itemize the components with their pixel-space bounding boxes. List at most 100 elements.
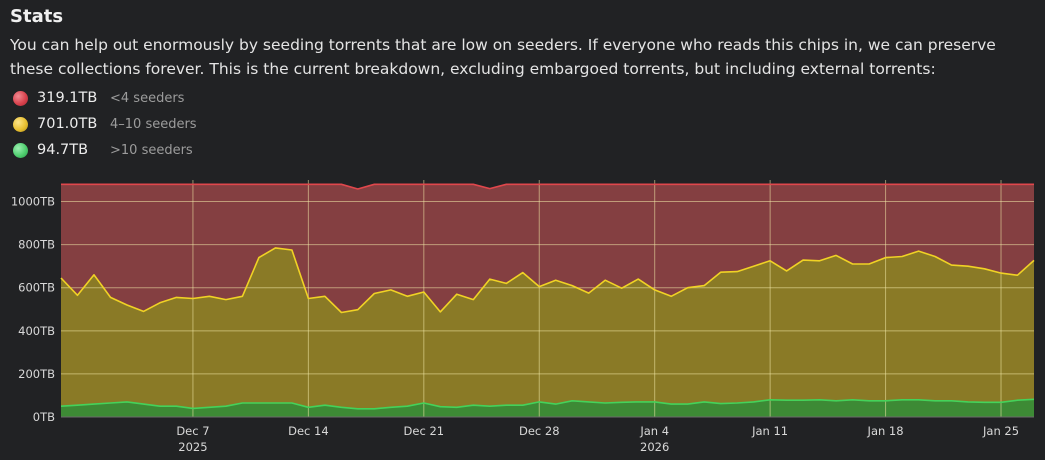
point-4-10-seeders	[373, 292, 376, 295]
point-4-10-seeders	[653, 288, 656, 291]
point-4-10-seeders	[241, 295, 244, 298]
y-tick-label: 800TB	[18, 238, 55, 252]
point--4-seeders	[752, 183, 755, 186]
point--4-seeders	[307, 183, 310, 186]
x-tick-label: Jan 25	[982, 424, 1019, 438]
point--10-seeders	[818, 398, 821, 401]
point--4-seeders	[60, 183, 63, 186]
point--4-seeders	[1000, 183, 1003, 186]
point--10-seeders	[736, 402, 739, 405]
point--10-seeders	[571, 399, 574, 402]
point--10-seeders	[340, 406, 343, 409]
point--10-seeders	[934, 399, 937, 402]
point-4-10-seeders	[340, 311, 343, 314]
point--4-seeders	[835, 183, 838, 186]
point--10-seeders	[422, 402, 425, 405]
point--4-seeders	[917, 183, 920, 186]
point--4-seeders	[323, 183, 326, 186]
x-tick-label: Dec 7	[176, 424, 209, 438]
point-4-10-seeders	[422, 291, 425, 294]
point--4-seeders	[488, 187, 491, 190]
point--4-seeders	[983, 183, 986, 186]
point--4-seeders	[505, 183, 508, 186]
point--4-seeders	[472, 183, 475, 186]
point--4-seeders	[373, 183, 376, 186]
point-4-10-seeders	[257, 256, 260, 259]
point--4-seeders	[604, 183, 607, 186]
point--4-seeders	[884, 183, 887, 186]
point--4-seeders	[818, 183, 821, 186]
point--10-seeders	[406, 405, 409, 408]
point--4-seeders	[719, 183, 722, 186]
legend-value: 94.7TB	[37, 142, 89, 158]
point--10-seeders	[472, 404, 475, 407]
point-4-10-seeders	[142, 310, 145, 313]
point-4-10-seeders	[505, 282, 508, 285]
point--4-seeders	[109, 183, 112, 186]
point-4-10-seeders	[719, 271, 722, 274]
point-4-10-seeders	[356, 308, 359, 311]
point--10-seeders	[257, 402, 260, 405]
point--10-seeders	[587, 400, 590, 403]
area--4-seeders	[61, 184, 1034, 313]
point--10-seeders	[670, 403, 673, 406]
seeders-area-chart: 0TB 200TB 400TB 600TB 800TB 1000TB Dec 7 2025 De…	[11, 180, 1036, 454]
point-4-10-seeders	[521, 271, 524, 274]
point--10-seeders	[274, 402, 277, 405]
point--10-seeders	[241, 402, 244, 405]
point-4-10-seeders	[620, 287, 623, 290]
point--4-seeders	[934, 183, 937, 186]
y-tick-label: 600TB	[18, 281, 55, 295]
point--4-seeders	[587, 183, 590, 186]
point-4-10-seeders	[1033, 259, 1036, 262]
y-tick-label: 200TB	[18, 367, 55, 381]
point--4-seeders	[422, 183, 425, 186]
point--4-seeders	[241, 183, 244, 186]
green-dot-icon	[13, 142, 28, 158]
legend-item-low-seeders: 319.1TB <4 seeders	[13, 85, 197, 111]
point-4-10-seeders	[554, 279, 557, 282]
point--4-seeders	[274, 183, 277, 186]
point-4-10-seeders	[439, 310, 442, 313]
point-4-10-seeders	[208, 295, 211, 298]
point--4-seeders	[653, 183, 656, 186]
point-4-10-seeders	[290, 249, 293, 252]
point--10-seeders	[538, 400, 541, 403]
point-4-10-seeders	[983, 267, 986, 270]
point-4-10-seeders	[670, 295, 673, 298]
line--4-seeders	[61, 183, 1034, 190]
point--10-seeders	[769, 398, 772, 401]
point--10-seeders	[307, 406, 310, 409]
x-tick-label: Dec 21	[404, 424, 445, 438]
point--10-seeders	[620, 401, 623, 404]
point--10-seeders	[439, 405, 442, 408]
point-4-10-seeders	[851, 263, 854, 266]
point--10-seeders	[389, 406, 392, 409]
y-tick-label: 400TB	[18, 324, 55, 338]
point--10-seeders	[60, 405, 63, 408]
point--4-seeders	[521, 183, 524, 186]
legend-label: 4–10 seeders	[110, 116, 197, 132]
point-4-10-seeders	[868, 263, 871, 266]
point--4-seeders	[703, 183, 706, 186]
point--4-seeders	[208, 183, 211, 186]
point-4-10-seeders	[802, 259, 805, 262]
point-4-10-seeders	[126, 304, 129, 307]
point--10-seeders	[323, 404, 326, 407]
point-4-10-seeders	[472, 298, 475, 301]
point--4-seeders	[554, 183, 557, 186]
x-tick-label: Jan 4	[639, 424, 669, 438]
point--10-seeders	[703, 400, 706, 403]
legend-label: <4 seeders	[110, 90, 185, 106]
point--10-seeders	[802, 399, 805, 402]
point--4-seeders	[785, 183, 788, 186]
point--10-seeders	[1016, 399, 1019, 402]
point--10-seeders	[851, 398, 854, 401]
point-4-10-seeders	[752, 265, 755, 268]
point-4-10-seeders	[785, 269, 788, 272]
point-4-10-seeders	[191, 297, 194, 300]
point--10-seeders	[917, 398, 920, 401]
point--4-seeders	[670, 183, 673, 186]
point--4-seeders	[868, 183, 871, 186]
point--10-seeders	[637, 400, 640, 403]
